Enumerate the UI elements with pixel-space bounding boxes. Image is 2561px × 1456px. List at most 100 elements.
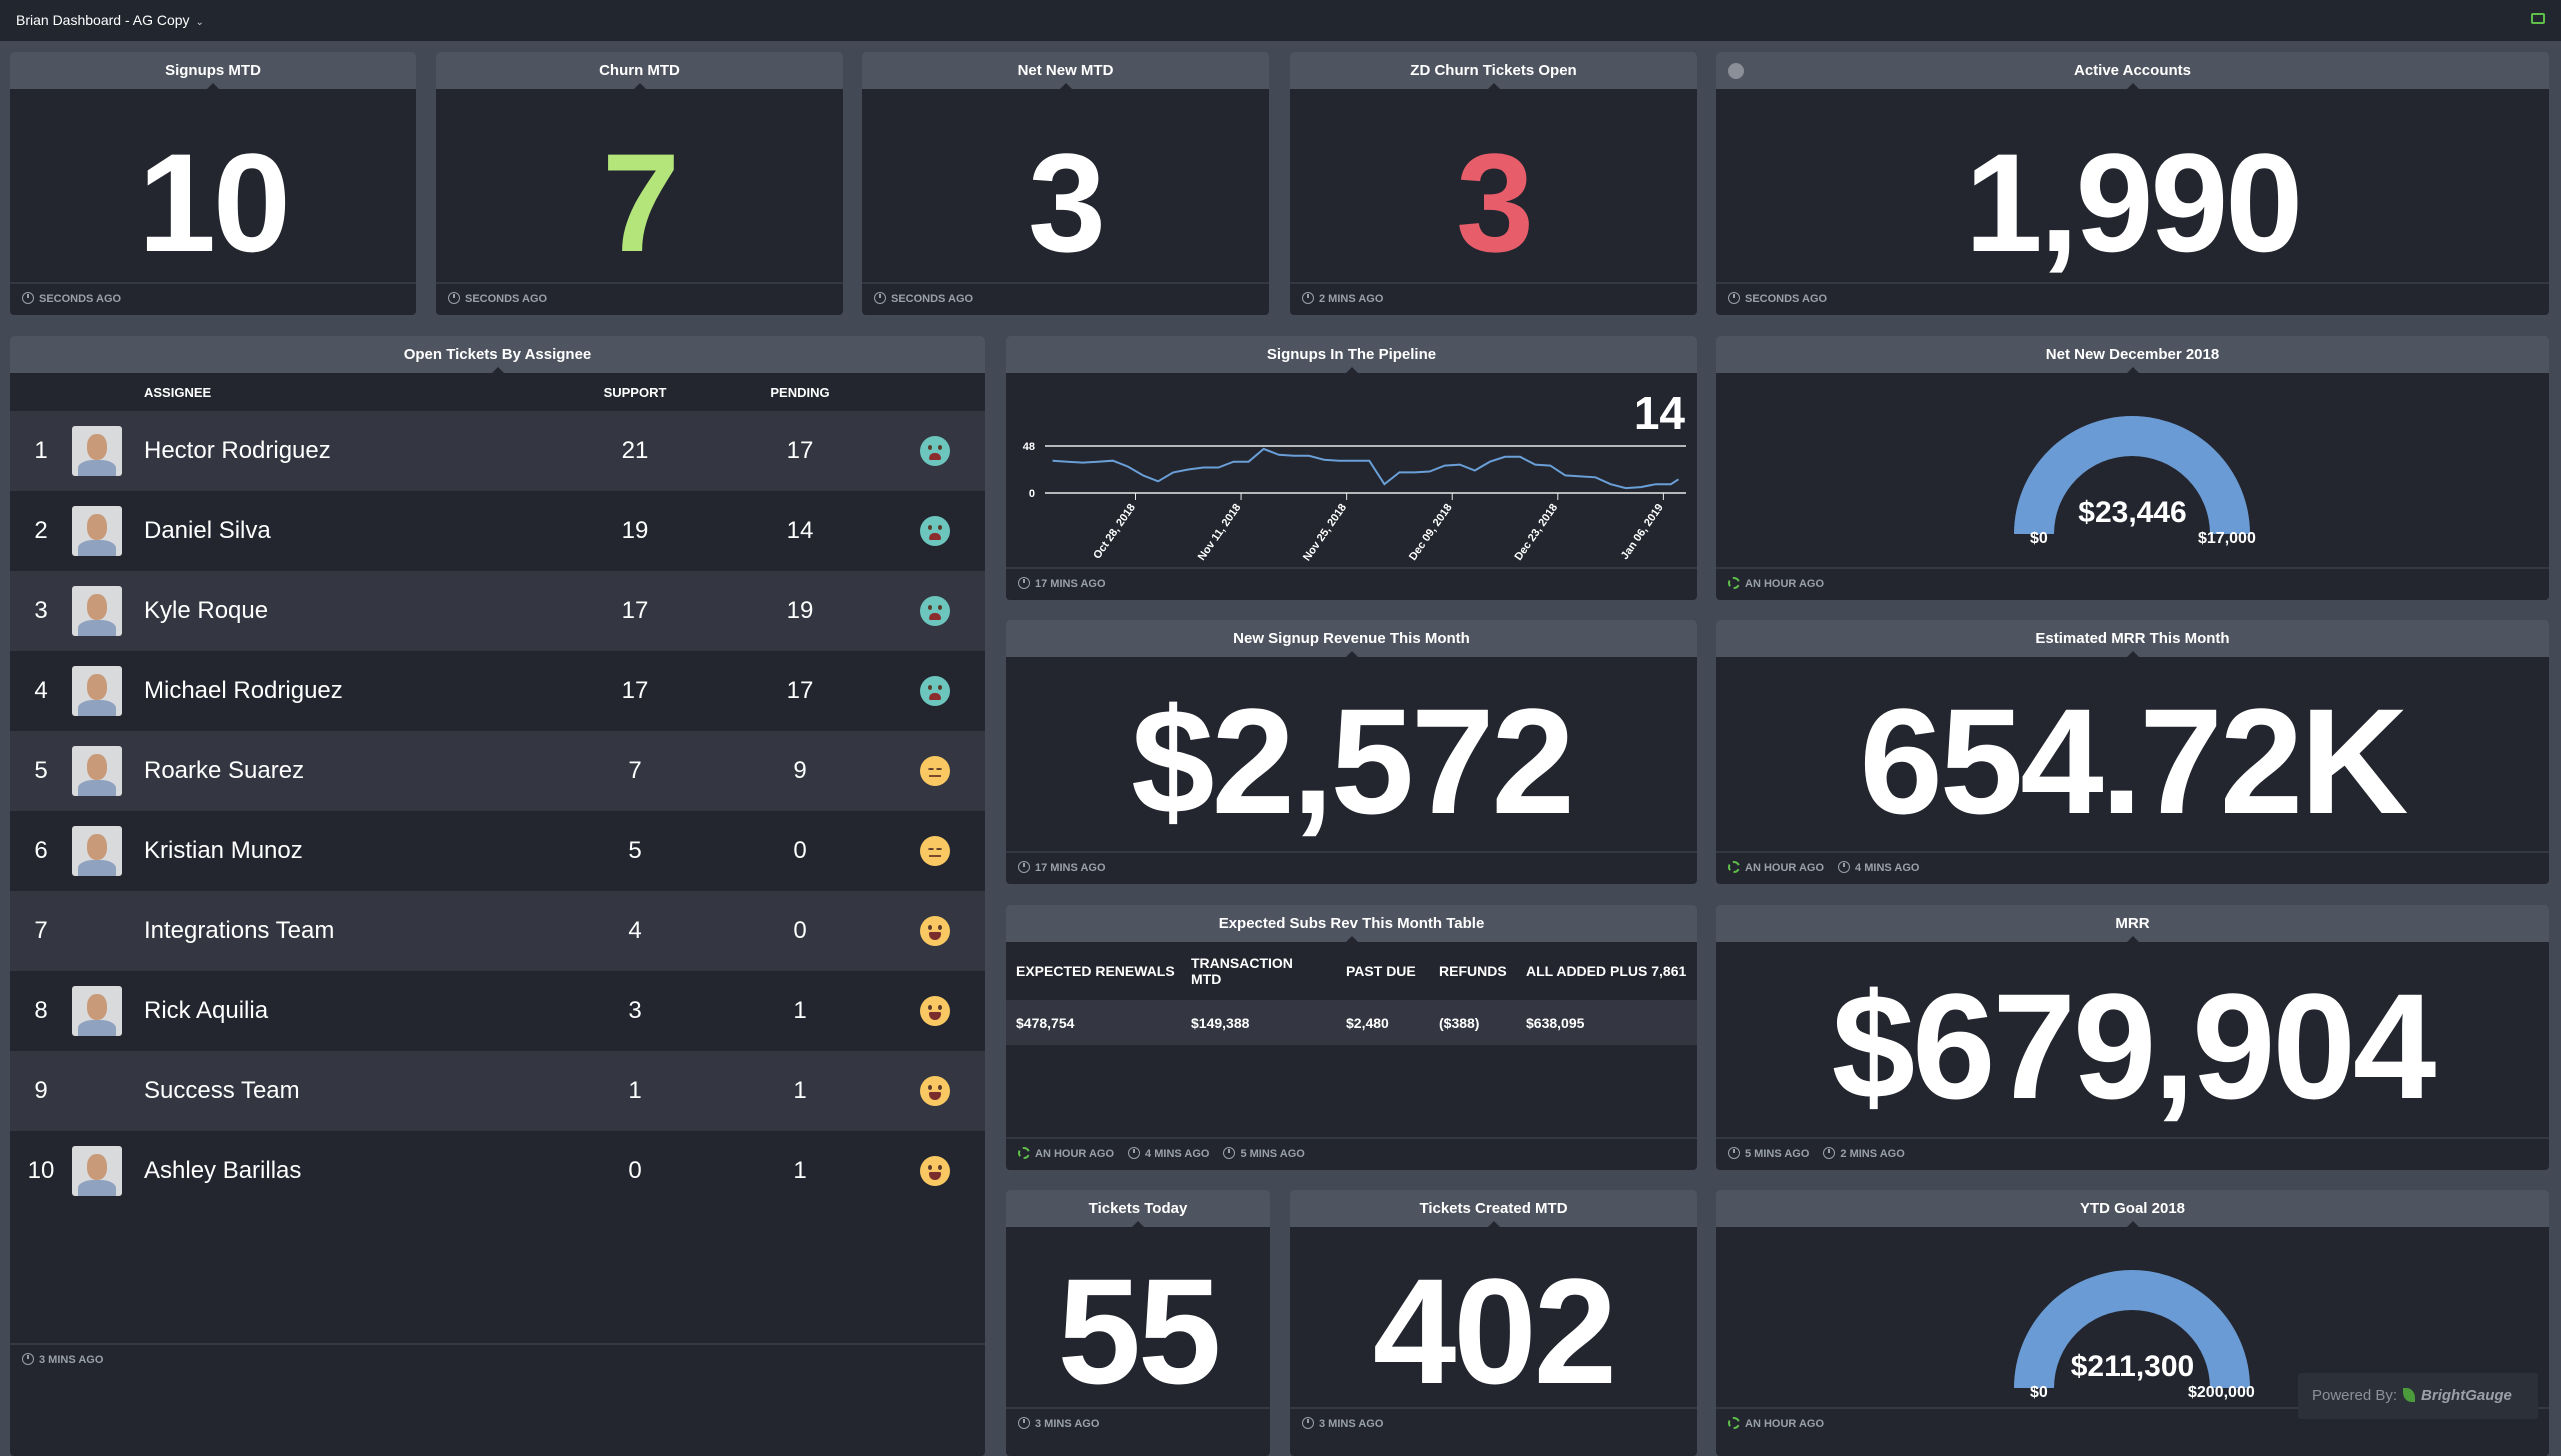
col-past-due: PAST DUE — [1346, 963, 1416, 979]
table-row[interactable]: 9 Success Team 1 1 — [10, 1051, 985, 1131]
assignee-name: Roarke Suarez — [144, 757, 305, 784]
avatar — [72, 666, 122, 716]
assignee-name: Hector Rodriguez — [144, 437, 331, 464]
rank: 3 — [34, 597, 48, 624]
info-icon[interactable] — [1728, 63, 1744, 79]
table-row[interactable]: 7 Integrations Team 4 0 — [10, 891, 985, 971]
open-tickets-by-assignee[interactable]: Open Tickets By Assignee ASSIGNEE SUPPOR… — [10, 336, 985, 1456]
col-refunds: REFUNDS — [1439, 963, 1507, 979]
tickets-created-mtd[interactable]: Tickets Created MTD 402 3 MINS AGO — [1290, 1190, 1697, 1456]
assignee-name: Success Team — [144, 1077, 300, 1104]
cry-face-icon — [920, 436, 950, 466]
updated-time: 17 MINS AGO — [1035, 862, 1106, 874]
tile-title: Tickets Created MTD — [1290, 1190, 1697, 1227]
dashboard-selector[interactable]: Brian Dashboard - AG Copy ⌄ — [16, 12, 204, 28]
clock-icon — [1302, 292, 1314, 304]
gauge-max: $17,000 — [2198, 530, 2256, 547]
pipeline-line-chart: 48 0 Oct 28, 2018 Nov 11, 2018 Nov 25, 2018 D… — [1023, 441, 1686, 563]
updated-time: AN HOUR AGO — [1745, 578, 1825, 590]
gauge-max: $200,000 — [2188, 1384, 2255, 1401]
clock-icon — [1128, 1147, 1141, 1159]
x-tick-label: Nov 11, 2018 — [1196, 502, 1244, 563]
tv-mode-icon[interactable] — [2531, 13, 2545, 24]
kpi-active-accounts[interactable]: Active Accounts 1,990 SECONDS AGO — [1716, 52, 2549, 315]
avatar — [72, 506, 122, 556]
rank: 9 — [34, 1077, 48, 1104]
avatar — [72, 426, 122, 476]
clock-icon — [1728, 1147, 1740, 1159]
smile-face-icon — [920, 1156, 950, 1186]
updated-time: 5 MINS AGO — [1745, 1148, 1810, 1160]
updated-time: AN HOUR AGO — [1035, 1148, 1115, 1160]
assignee-name: Michael Rodriguez — [144, 677, 343, 704]
table-row[interactable]: 1 Hector Rodriguez 21 17 — [10, 411, 985, 491]
support-count: 1 — [628, 1077, 642, 1104]
kpi-churn-mtd[interactable]: Churn MTD 7 SECONDS AGO — [436, 52, 843, 315]
meh-face-icon — [920, 836, 950, 866]
support-count: 5 — [628, 837, 642, 864]
pending-count: 17 — [786, 677, 814, 704]
col-transaction-mtd: TRANSACTION MTD — [1191, 955, 1293, 987]
kpi-value: 7 — [602, 124, 680, 281]
gauge-fill — [2014, 416, 2250, 534]
kpi-value: 1,990 — [1964, 124, 2303, 281]
rank: 4 — [34, 677, 48, 704]
net-new-december-gauge[interactable]: Net New December 2018 $23,446 $0 $17,000… — [1716, 336, 2549, 600]
tile-title: ZD Churn Tickets Open — [1290, 52, 1697, 89]
updated-time: 5 MINS AGO — [1240, 1148, 1305, 1160]
cell: ($388) — [1439, 1014, 1480, 1031]
clock-icon — [1018, 577, 1030, 589]
updated-time: 3 MINS AGO — [1035, 1418, 1100, 1430]
support-count: 4 — [628, 917, 642, 944]
current-value: 14 — [1633, 387, 1685, 439]
rank: 2 — [34, 517, 48, 544]
tile-title: Open Tickets By Assignee — [10, 336, 985, 373]
cry-face-icon — [920, 516, 950, 546]
x-tick-label: Dec 09, 2018 — [1407, 502, 1455, 563]
updated-time: AN HOUR AGO — [1745, 862, 1825, 874]
table-row[interactable]: 3 Kyle Roque 17 19 — [10, 571, 985, 651]
clock-icon — [22, 292, 34, 304]
mrr-estimate-value: 654.72K — [1859, 677, 2408, 845]
x-tick-label: Nov 25, 2018 — [1301, 502, 1349, 563]
table-row[interactable]: 6 Kristian Munoz 5 0 — [10, 811, 985, 891]
estimated-mrr[interactable]: Estimated MRR This Month 654.72K AN HOUR… — [1716, 620, 2549, 884]
mrr[interactable]: MRR $679,904 5 MINS AGO 2 MINS AGO — [1716, 905, 2549, 1170]
clock-icon — [1838, 861, 1851, 873]
kpi-value: 3 — [1456, 124, 1534, 281]
pending-count: 1 — [793, 997, 807, 1024]
kpi-zd-churn-tickets[interactable]: ZD Churn Tickets Open 3 2 MINS AGO — [1290, 52, 1697, 315]
sync-icon — [1728, 1417, 1740, 1429]
table-header: ASSIGNEE SUPPORT PENDING — [10, 373, 985, 411]
new-signup-revenue[interactable]: New Signup Revenue This Month $2,572 17 … — [1006, 620, 1697, 884]
pending-count: 0 — [793, 917, 807, 944]
powered-label: Powered By: — [2312, 1387, 2398, 1404]
powered-by-badge[interactable]: Powered By: BrightGauge — [2298, 1373, 2538, 1419]
support-count: 21 — [621, 437, 649, 464]
y-tick-label: 0 — [1029, 488, 1035, 500]
updated-time: 17 MINS AGO — [1035, 578, 1106, 590]
sync-icon — [1728, 861, 1740, 873]
tile-title: Expected Subs Rev This Month Table — [1006, 905, 1697, 942]
assignee-name: Daniel Silva — [144, 517, 271, 544]
signups-pipeline[interactable]: Signups In The Pipeline 14 48 0 Oct 28, 20… — [1006, 336, 1697, 600]
table-row[interactable]: 10 Ashley Barillas 0 1 — [10, 1131, 985, 1211]
updated-time: AN HOUR AGO — [1745, 1418, 1825, 1430]
table-row[interactable]: 8 Rick Aquilia 3 1 — [10, 971, 985, 1051]
kpi-signups-mtd[interactable]: Signups MTD 10 SECONDS AGO — [10, 52, 416, 315]
assignee-rows: 1 Hector Rodriguez 21 17 2 Daniel Silva … — [10, 411, 985, 1211]
kpi-net-new-mtd[interactable]: Net New MTD 3 SECONDS AGO — [862, 52, 1269, 315]
tickets-today[interactable]: Tickets Today 55 3 MINS AGO — [1006, 1190, 1270, 1456]
table-row[interactable]: 4 Michael Rodriguez 17 17 — [10, 651, 985, 731]
assignee-name: Rick Aquilia — [144, 997, 269, 1024]
kpi-value: 10 — [138, 124, 291, 281]
avatar — [72, 1146, 122, 1196]
tile-title: Tickets Today — [1006, 1190, 1270, 1227]
table-row[interactable]: 2 Daniel Silva 19 14 — [10, 491, 985, 571]
rank: 1 — [34, 437, 48, 464]
rank: 6 — [34, 837, 48, 864]
x-tick-label: Jan 06, 2019 — [1619, 502, 1666, 562]
expected-subs-table[interactable]: Expected Subs Rev This Month Table EXPEC… — [1006, 905, 1697, 1170]
table-row[interactable]: 5 Roarke Suarez 7 9 — [10, 731, 985, 811]
dashboard-title: Brian Dashboard - AG Copy — [16, 12, 190, 28]
